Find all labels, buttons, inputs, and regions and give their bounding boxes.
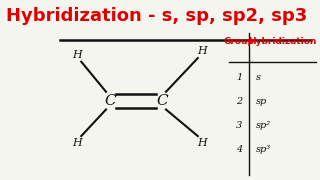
Text: 2: 2 [236,97,242,106]
Text: Hybridization: Hybridization [249,37,317,46]
Text: Group: Group [224,37,254,46]
Text: sp: sp [256,97,267,106]
Text: C: C [156,94,168,108]
Text: sp³: sp³ [256,145,271,154]
Text: sp²: sp² [256,121,271,130]
Text: H: H [72,50,81,60]
Text: s: s [256,73,261,82]
Text: H: H [198,138,207,148]
Text: C: C [104,94,116,108]
Text: 3: 3 [236,121,242,130]
Text: H: H [198,46,207,56]
Text: 1: 1 [236,73,242,82]
Text: Hybridization - s, sp, sp2, sp3: Hybridization - s, sp, sp2, sp3 [6,7,308,25]
Text: 4: 4 [236,145,242,154]
Text: H: H [72,138,81,148]
